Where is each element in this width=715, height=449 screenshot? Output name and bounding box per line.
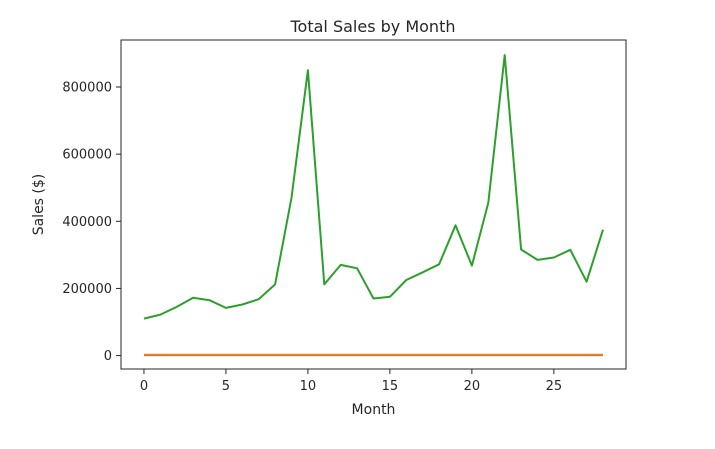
x-tick-label: 0 <box>140 379 148 394</box>
x-axis-label: Month <box>352 402 396 418</box>
series-line-2 <box>143 54 604 320</box>
y-tick-label: 0 <box>104 349 112 364</box>
y-tick-label: 600000 <box>62 148 112 163</box>
y-tick-label: 400000 <box>62 215 112 230</box>
y-axis-label: Sales ($) <box>31 174 47 236</box>
chart-title: Total Sales by Month <box>290 17 456 36</box>
x-tick-label: 20 <box>464 379 481 394</box>
series-layer <box>143 54 604 357</box>
x-tick-label: 5 <box>222 379 230 394</box>
x-tick-label: 15 <box>382 379 399 394</box>
x-tick-label: 25 <box>546 379 563 394</box>
y-axis: 0 200000 400000 600000 800000 <box>62 81 121 364</box>
plot-area-frame <box>120 39 627 370</box>
x-axis: 0 5 10 15 20 25 <box>140 369 562 394</box>
y-tick-label: 800000 <box>62 81 112 96</box>
x-tick-label: 10 <box>300 379 317 394</box>
y-tick-label: 200000 <box>62 282 112 297</box>
